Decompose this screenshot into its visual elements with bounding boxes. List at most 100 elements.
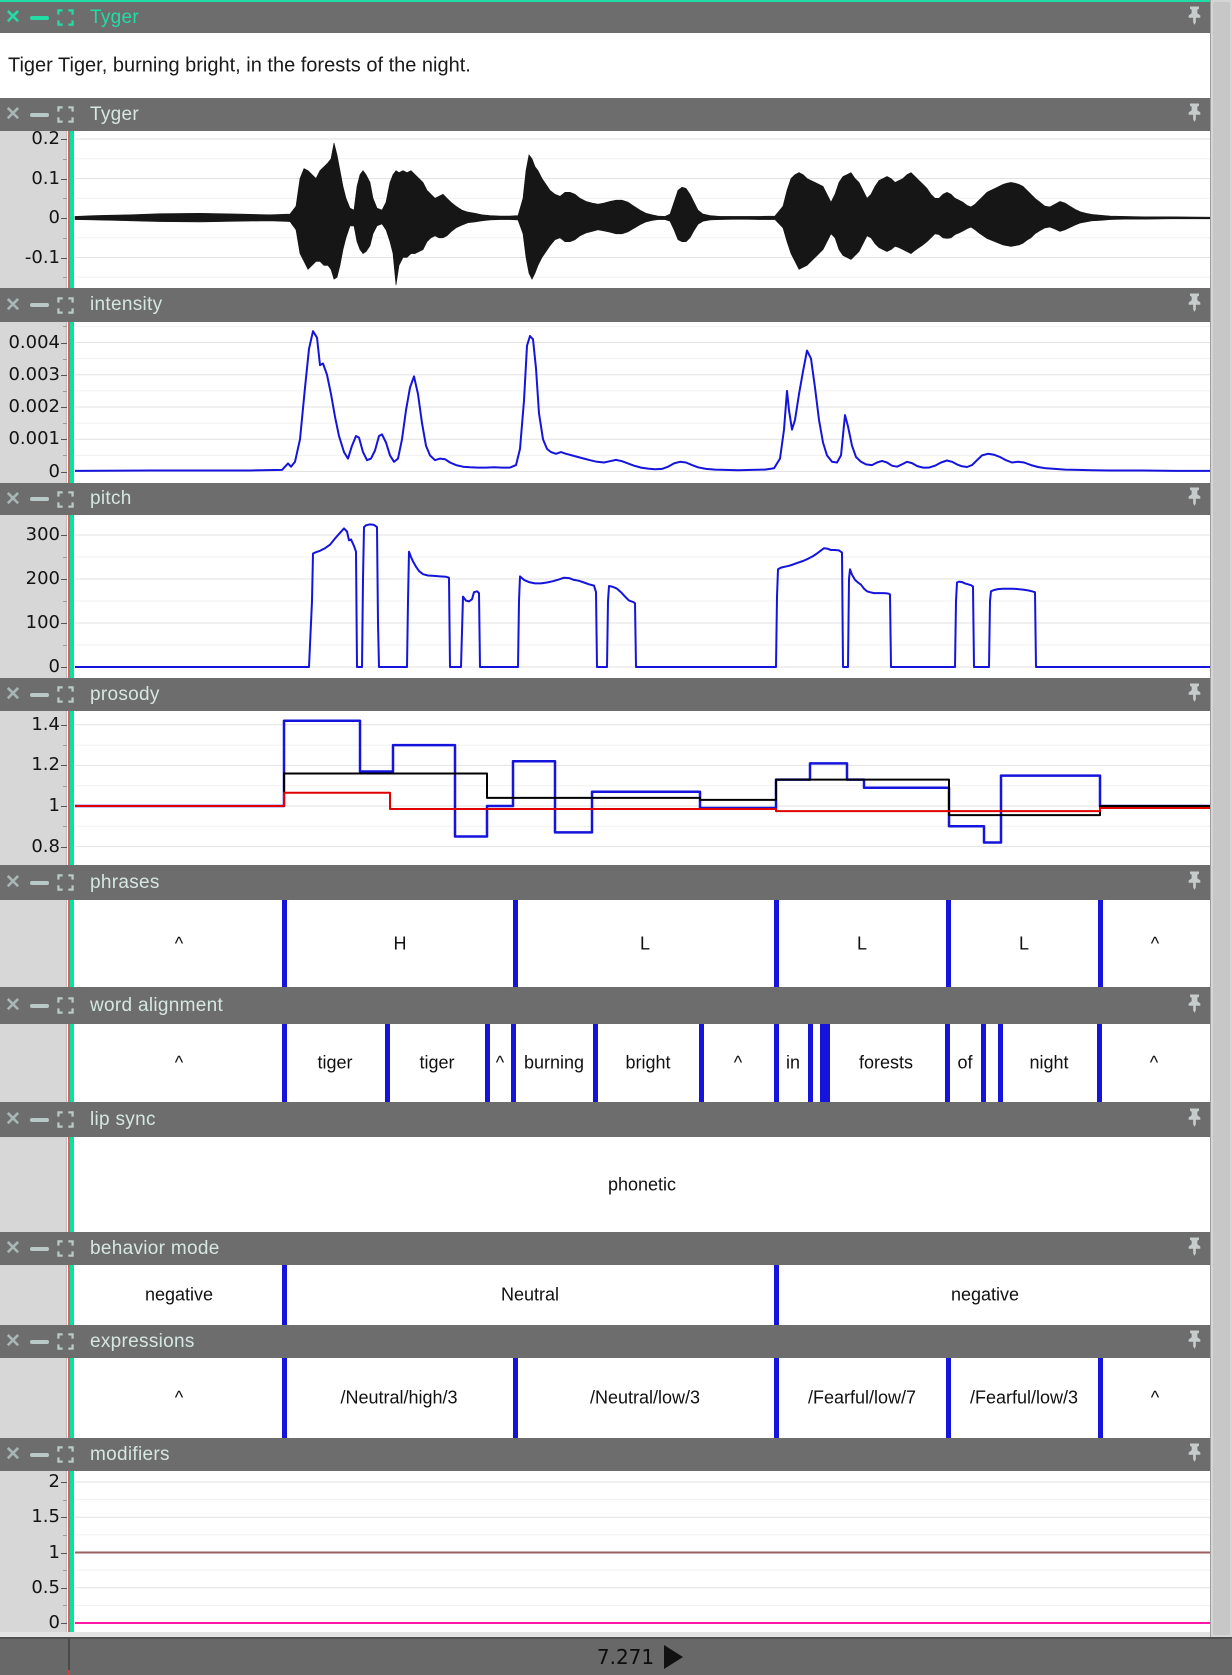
segment-boundary[interactable] xyxy=(513,1358,518,1438)
minimize-icon[interactable] xyxy=(26,483,52,515)
pin-icon[interactable] xyxy=(1187,1107,1202,1132)
word_alignment-band-area[interactable] xyxy=(67,1024,1210,1102)
playhead-cursor[interactable] xyxy=(70,1265,74,1325)
close-icon[interactable]: ✕ xyxy=(5,1109,21,1130)
minimize-icon[interactable] xyxy=(26,1438,52,1471)
segment-boundary[interactable] xyxy=(946,900,951,987)
segment-boundary[interactable] xyxy=(998,1024,1003,1102)
pitch-chart[interactable] xyxy=(0,515,1210,678)
segment-boundary[interactable] xyxy=(1098,900,1103,987)
minimize-icon[interactable] xyxy=(26,1325,52,1358)
segment-boundary[interactable] xyxy=(282,1265,287,1325)
panel-header-word-alignment[interactable]: ✕ word alignment xyxy=(0,987,1210,1024)
phrases-band-area[interactable] xyxy=(67,900,1210,987)
playhead-cursor[interactable] xyxy=(70,1137,74,1232)
pin-icon[interactable] xyxy=(1187,1236,1202,1261)
segment-boundary[interactable] xyxy=(774,1024,779,1102)
segment-boundary[interactable] xyxy=(699,1024,704,1102)
pin-icon[interactable] xyxy=(1187,682,1202,707)
close-icon[interactable]: ✕ xyxy=(5,104,21,125)
pitch-plot-area[interactable] xyxy=(67,515,1210,678)
pin-icon[interactable] xyxy=(1187,293,1202,318)
playhead-cursor[interactable] xyxy=(70,1024,74,1102)
segment-boundary[interactable] xyxy=(282,1358,287,1438)
panel-header-phrases[interactable]: ✕ phrases xyxy=(0,865,1210,900)
waveform-chart[interactable] xyxy=(0,131,1210,288)
fullscreen-icon[interactable] xyxy=(52,98,78,131)
segment-boundary[interactable] xyxy=(385,1024,390,1102)
minimize-icon[interactable] xyxy=(26,987,52,1024)
fullscreen-icon[interactable] xyxy=(52,1232,78,1265)
close-icon[interactable]: ✕ xyxy=(5,1444,21,1465)
close-icon[interactable]: ✕ xyxy=(5,1331,21,1352)
segment-boundary[interactable] xyxy=(485,1024,490,1102)
window-header-tyger[interactable]: ✕ Tyger xyxy=(0,0,1210,33)
fullscreen-icon[interactable] xyxy=(52,987,78,1024)
segment-boundary[interactable] xyxy=(946,1358,951,1438)
close-icon[interactable]: ✕ xyxy=(5,294,21,316)
playhead-cursor[interactable] xyxy=(70,1358,74,1438)
segment-boundary[interactable] xyxy=(820,1024,825,1102)
intensity-chart[interactable] xyxy=(0,322,1210,483)
prosody-plot-area[interactable] xyxy=(67,711,1210,865)
close-icon[interactable]: ✕ xyxy=(5,995,21,1016)
segment-boundary[interactable] xyxy=(981,1024,986,1102)
minimize-icon[interactable] xyxy=(26,2,52,33)
segment-boundary[interactable] xyxy=(774,1265,779,1325)
lip_sync-band-area[interactable] xyxy=(67,1137,1210,1232)
panel-header-lip-sync[interactable]: ✕ lip sync xyxy=(0,1102,1210,1137)
prosody-chart[interactable] xyxy=(0,711,1210,865)
segment-boundary[interactable] xyxy=(774,900,779,987)
pin-icon[interactable] xyxy=(1187,1442,1202,1467)
segment-boundary[interactable] xyxy=(1097,1024,1102,1102)
fullscreen-icon[interactable] xyxy=(52,865,78,900)
pin-icon[interactable] xyxy=(1187,102,1202,127)
minimize-icon[interactable] xyxy=(26,1102,52,1137)
close-icon[interactable]: ✕ xyxy=(5,1238,21,1259)
panel-header-intensity[interactable]: ✕ intensity xyxy=(0,288,1210,322)
pin-icon[interactable] xyxy=(1187,993,1202,1018)
playhead-cursor[interactable] xyxy=(70,900,74,987)
fullscreen-icon[interactable] xyxy=(52,678,78,711)
panel-header-modifiers[interactable]: ✕ modifiers xyxy=(0,1438,1210,1471)
behavior_mode-band-area[interactable] xyxy=(67,1265,1210,1325)
play-icon[interactable] xyxy=(664,1645,684,1669)
minimize-icon[interactable] xyxy=(26,98,52,131)
playhead-cursor[interactable] xyxy=(70,711,74,865)
fullscreen-icon[interactable] xyxy=(52,1102,78,1137)
close-icon[interactable]: ✕ xyxy=(5,684,21,705)
fullscreen-icon[interactable] xyxy=(52,288,78,322)
transcript-row[interactable]: Tiger Tiger, burning bright, in the fore… xyxy=(0,33,1210,98)
minimize-icon[interactable] xyxy=(26,1232,52,1265)
close-icon[interactable]: ✕ xyxy=(5,7,21,28)
pin-icon[interactable] xyxy=(1187,5,1202,30)
segment-boundary[interactable] xyxy=(774,1358,779,1438)
panel-header-expressions[interactable]: ✕ expressions xyxy=(0,1325,1210,1358)
fullscreen-icon[interactable] xyxy=(52,2,78,33)
segment-boundary[interactable] xyxy=(945,1024,950,1102)
panel-header-audio[interactable]: ✕ Tyger xyxy=(0,98,1210,131)
scrollbar-thumb[interactable] xyxy=(1213,2,1230,1635)
segment-boundary[interactable] xyxy=(513,900,518,987)
pin-icon[interactable] xyxy=(1187,1329,1202,1354)
vertical-scrollbar[interactable] xyxy=(1210,0,1232,1637)
segment-boundary[interactable] xyxy=(282,1024,287,1102)
playhead-cursor[interactable] xyxy=(70,131,74,288)
playhead-cursor[interactable] xyxy=(70,515,74,678)
playhead-cursor[interactable] xyxy=(70,1471,74,1632)
segment-boundary[interactable] xyxy=(511,1024,516,1102)
panel-header-prosody[interactable]: ✕ prosody xyxy=(0,678,1210,711)
panel-header-pitch[interactable]: ✕ pitch xyxy=(0,483,1210,515)
intensity-plot-area[interactable] xyxy=(67,322,1210,483)
close-icon[interactable]: ✕ xyxy=(5,872,21,893)
segment-boundary[interactable] xyxy=(282,900,287,987)
pin-icon[interactable] xyxy=(1187,870,1202,895)
fullscreen-icon[interactable] xyxy=(52,483,78,515)
fullscreen-icon[interactable] xyxy=(52,1325,78,1358)
fullscreen-icon[interactable] xyxy=(52,1438,78,1471)
minimize-icon[interactable] xyxy=(26,288,52,322)
segment-boundary[interactable] xyxy=(1098,1358,1103,1438)
expressions-band-area[interactable] xyxy=(67,1358,1210,1438)
panel-header-behavior-mode[interactable]: ✕ behavior mode xyxy=(0,1232,1210,1265)
playhead-cursor[interactable] xyxy=(70,322,74,483)
